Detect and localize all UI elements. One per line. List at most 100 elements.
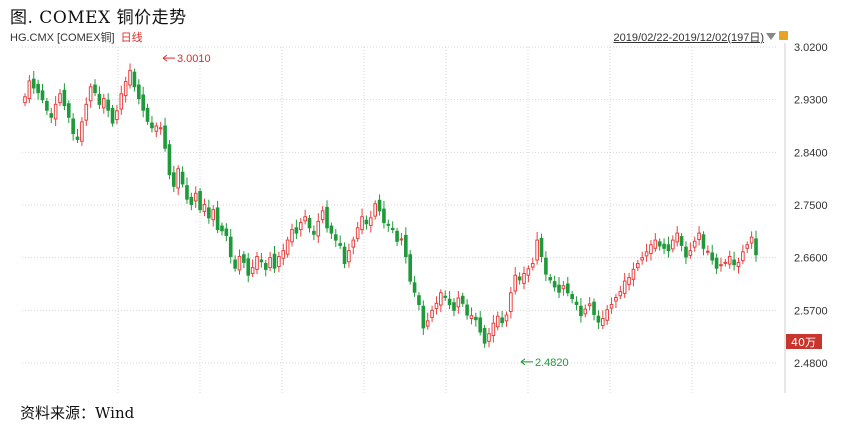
candle[interactable] (618, 285, 623, 300)
candle[interactable] (741, 244, 745, 265)
candle[interactable] (412, 275, 417, 297)
candle[interactable] (754, 230, 758, 262)
candle[interactable] (373, 200, 377, 220)
candle[interactable] (150, 116, 154, 133)
candle[interactable] (386, 219, 391, 232)
candle[interactable] (452, 298, 456, 317)
candle[interactable] (469, 307, 474, 325)
candle[interactable] (614, 293, 618, 308)
candle[interactable] (666, 236, 671, 258)
candle[interactable] (119, 85, 124, 115)
candle[interactable] (66, 100, 71, 124)
candle[interactable] (465, 299, 469, 320)
candle[interactable] (544, 251, 548, 282)
candle[interactable] (460, 292, 465, 307)
candle[interactable] (706, 245, 710, 256)
candle[interactable] (198, 188, 202, 214)
candle[interactable] (347, 243, 351, 268)
candle[interactable] (530, 257, 535, 271)
candle[interactable] (482, 324, 487, 348)
candle[interactable] (513, 267, 518, 295)
candle[interactable] (399, 233, 404, 246)
candle[interactable] (45, 97, 49, 115)
candle[interactable] (692, 236, 697, 252)
candle[interactable] (329, 222, 334, 239)
candle[interactable] (246, 252, 251, 283)
candle[interactable] (404, 227, 408, 264)
candle[interactable] (27, 75, 32, 104)
candle[interactable] (167, 140, 172, 180)
candle[interactable] (587, 296, 592, 311)
candle[interactable] (495, 311, 500, 331)
candle[interactable] (539, 233, 544, 263)
candle[interactable] (93, 79, 97, 97)
candle[interactable] (697, 226, 701, 246)
candle[interactable] (342, 242, 347, 269)
candle[interactable] (263, 260, 268, 277)
candle[interactable] (303, 209, 307, 225)
candle[interactable] (557, 276, 561, 299)
candle[interactable] (298, 217, 303, 237)
candle[interactable] (110, 104, 115, 127)
candle[interactable] (176, 165, 181, 196)
candle[interactable] (609, 297, 614, 314)
candle[interactable] (688, 242, 693, 259)
candle[interactable] (84, 97, 89, 126)
candle[interactable] (23, 93, 27, 107)
candle[interactable] (456, 291, 461, 314)
candle[interactable] (40, 83, 45, 104)
candle[interactable] (106, 93, 110, 118)
candle[interactable] (570, 291, 574, 304)
candle[interactable] (128, 63, 132, 89)
candle[interactable] (172, 165, 176, 193)
candle[interactable] (640, 251, 645, 265)
candle[interactable] (430, 305, 434, 323)
candle[interactable] (58, 89, 62, 107)
candle[interactable] (312, 225, 316, 241)
candle[interactable] (622, 272, 627, 299)
lock-icon[interactable] (779, 31, 788, 40)
candle[interactable] (215, 200, 220, 234)
candle[interactable] (53, 96, 58, 126)
candle[interactable] (101, 93, 106, 114)
candle[interactable] (88, 83, 93, 108)
candle[interactable] (548, 274, 553, 284)
candle[interactable] (71, 113, 75, 141)
candle[interactable] (163, 117, 167, 152)
candle[interactable] (62, 83, 67, 111)
candle[interactable] (259, 252, 264, 268)
candle[interactable] (684, 241, 688, 265)
candle[interactable] (360, 208, 364, 235)
candle[interactable] (123, 76, 128, 103)
candle[interactable] (351, 236, 356, 255)
candle[interactable] (364, 215, 369, 230)
candle[interactable] (644, 243, 649, 262)
candle[interactable] (600, 310, 605, 330)
candle[interactable] (535, 231, 539, 265)
candle[interactable] (320, 206, 325, 224)
candle[interactable] (333, 228, 338, 248)
candle[interactable] (180, 166, 185, 188)
candle[interactable] (80, 117, 84, 146)
candle[interactable] (307, 214, 312, 233)
candle[interactable] (714, 253, 719, 275)
candle[interactable] (657, 238, 662, 251)
candle[interactable] (408, 250, 413, 285)
candle[interactable] (390, 221, 395, 234)
symbol-label[interactable]: HG.CMX [COMEX铜] (10, 32, 115, 44)
candle[interactable] (636, 260, 640, 272)
candle[interactable] (487, 327, 491, 348)
candle[interactable] (290, 223, 294, 247)
candle[interactable] (31, 70, 36, 94)
candle[interactable] (592, 298, 596, 321)
candle[interactable] (355, 221, 360, 242)
candle[interactable] (316, 213, 321, 244)
candle[interactable] (500, 310, 504, 328)
candle[interactable] (193, 186, 198, 208)
candle[interactable] (561, 281, 566, 296)
candle[interactable] (565, 276, 570, 297)
candle[interactable] (504, 311, 509, 327)
candle[interactable] (136, 79, 141, 105)
candle[interactable] (75, 128, 80, 143)
